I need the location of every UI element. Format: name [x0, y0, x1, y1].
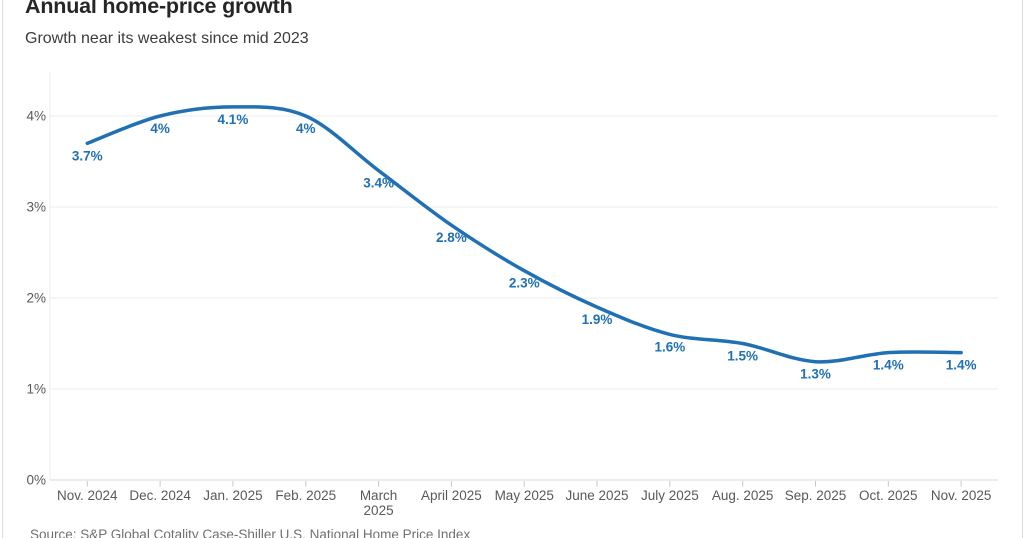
x-tick-label: June 2025 [566, 488, 629, 503]
data-point-label: 4% [296, 121, 316, 136]
data-point-label: 1.3% [800, 367, 831, 382]
page-border-right [1022, 0, 1023, 538]
y-tick-label: 1% [26, 382, 46, 397]
data-point-label: 4.1% [218, 112, 249, 127]
data-point-label: 3.7% [72, 148, 103, 163]
data-point-label: 1.6% [654, 339, 685, 354]
data-point-label: 2.8% [436, 230, 467, 245]
page-border-left [2, 0, 3, 538]
data-point-label: 1.4% [873, 358, 904, 373]
data-point-labels: 3.7% 4% 4.1% 4% 3.4% 2.8% 2.3% 1.9% 1.6% 1.5% 1.3%… [72, 112, 977, 382]
x-tick-label: Dec. 2024 [129, 488, 191, 503]
x-tick-label: Sep. 2025 [785, 488, 847, 503]
x-tick-label: Nov. 2024 [57, 488, 118, 503]
y-tick-label: 3% [26, 200, 46, 215]
x-tick-label: May 2025 [495, 488, 554, 503]
y-tick-label: 0% [26, 473, 46, 488]
x-tick-label: Aug. 2025 [712, 488, 774, 503]
data-point-label: 3.4% [363, 176, 394, 191]
data-point-label: 1.9% [582, 312, 613, 327]
series-line [85, 105, 963, 364]
data-point-label: 1.5% [727, 349, 758, 364]
source-note: Source: S&P Global Cotality Case-Shiller… [30, 527, 471, 538]
x-tick-label: April 2025 [421, 488, 482, 503]
data-point-label: 4% [150, 121, 170, 136]
data-point-label: 2.3% [509, 276, 540, 291]
x-tick-label: Oct. 2025 [859, 488, 918, 503]
y-axis-tick-labels: 0% 1% 2% 3% 4% [26, 109, 46, 488]
y-tick-label: 2% [26, 291, 46, 306]
x-tick-label: March 2025 [360, 488, 398, 518]
axis-lines [49, 72, 998, 487]
data-point-label: 1.4% [946, 358, 977, 373]
x-tick-label: Feb. 2025 [275, 488, 336, 503]
chart-subtitle: Growth near its weakest since mid 2023 [25, 30, 309, 47]
x-tick-label: Jan. 2025 [203, 488, 262, 503]
chart-title: Annual home-price growth [25, 0, 293, 18]
x-tick-label: Nov. 2025 [931, 488, 992, 503]
gridlines [50, 115, 998, 390]
x-tick-label: July 2025 [641, 488, 699, 503]
y-tick-label: 4% [26, 109, 46, 124]
x-axis-tick-labels: Nov. 2024 Dec. 2024 Jan. 2025 Feb. 2025 Marc… [57, 488, 991, 518]
